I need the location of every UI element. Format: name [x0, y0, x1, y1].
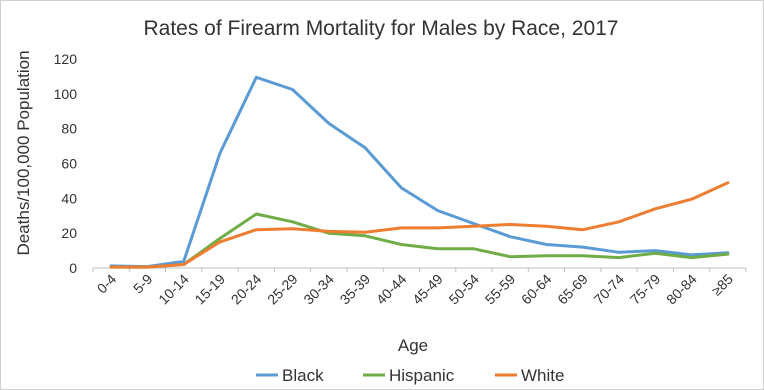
- x-tick-label: 20-24: [228, 271, 265, 308]
- x-tick-label: 65-69: [554, 271, 591, 308]
- y-tick-label: 60: [61, 156, 77, 172]
- x-tick-label: 25-29: [264, 271, 301, 308]
- x-tick-label: 70-74: [591, 271, 628, 308]
- series-lines: [109, 75, 730, 269]
- chart-title: Rates of Firearm Mortality for Males by …: [143, 17, 618, 40]
- x-tick-label: 80-84: [663, 271, 700, 308]
- x-tick-label: 60-64: [518, 271, 555, 308]
- series-line-black: [109, 75, 730, 269]
- y-axis-ticks: 0 20 40 60 80 100 120: [54, 51, 78, 276]
- y-tick-label: 80: [61, 121, 77, 137]
- x-tick-label: 10-14: [155, 271, 192, 308]
- x-tick-label: 55-59: [482, 271, 519, 308]
- legend-label-black: Black: [282, 366, 324, 385]
- y-tick-label: 100: [54, 86, 78, 102]
- legend-label-hispanic: Hispanic: [389, 366, 455, 385]
- y-tick-label: 120: [54, 51, 78, 67]
- legend: Black Hispanic White: [256, 366, 564, 385]
- x-tick-label: 0-4: [94, 271, 120, 297]
- y-tick-label: 20: [61, 225, 77, 241]
- x-axis-title: Age: [398, 336, 428, 355]
- x-tick-label: ≥85: [708, 271, 736, 299]
- legend-label-white: White: [521, 366, 564, 385]
- x-tick-label: 5-9: [130, 271, 156, 297]
- y-tick-label: 0: [69, 260, 77, 276]
- y-tick-label: 40: [61, 190, 77, 206]
- x-tick-label: 15-19: [191, 271, 228, 308]
- x-tick-label: 40-44: [373, 271, 410, 308]
- x-tick-label: 75-79: [627, 271, 664, 308]
- x-tick-label: 30-34: [300, 271, 337, 308]
- series-line-white: [109, 181, 730, 269]
- x-tick-label: 50-54: [445, 271, 482, 308]
- x-tick-label: 45-49: [409, 271, 446, 308]
- x-axis-ticks: 0-4 5-9 10-14 15-19 20-24 25-29 30-34 35-39 40-4…: [92, 268, 747, 308]
- y-axis-title: Deaths/100,000 Population: [14, 50, 33, 255]
- series-line-hispanic: [109, 212, 730, 269]
- x-tick-label: 35-39: [337, 271, 374, 308]
